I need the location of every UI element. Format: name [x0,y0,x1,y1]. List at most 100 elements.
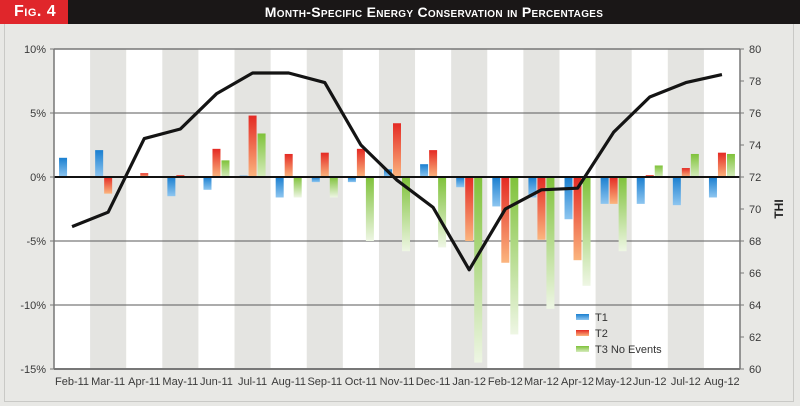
x-tick-label: Feb-12 [488,376,523,388]
bar-t1 [203,177,212,190]
bar-t3 [257,133,266,177]
bar-t1 [636,177,645,204]
bar-t2 [429,150,438,177]
bar-t3 [618,177,627,252]
left-tick-label: -10% [20,300,46,312]
category-band [162,49,199,369]
legend-swatch-t2 [576,330,589,336]
legend-label-t1: T1 [595,312,608,324]
x-tick-label: May-12 [595,376,632,388]
bar-t1 [600,177,609,204]
x-tick-label: Mar-11 [91,376,125,388]
right-tick-label: 62 [749,332,761,344]
bar-t2 [320,152,329,177]
bar-t3 [546,177,555,309]
right-tick-label: 66 [749,268,761,280]
legend-swatch-t3 [576,346,589,352]
bar-t3 [329,177,338,198]
x-tick-label: Jun-12 [633,376,667,388]
category-band [234,49,271,369]
bar-t2 [140,173,149,177]
x-tick-label: Sep-11 [307,376,342,388]
bar-t1 [167,177,176,197]
bar-t1 [564,177,573,220]
bar-t1 [59,157,68,177]
bar-t3 [474,177,483,363]
thi-line [71,71,723,272]
bar-t2 [609,177,618,204]
bar-t2 [501,177,510,263]
legend: T1 T2 T3 No Events [576,312,662,356]
right-tick-label: 78 [749,76,761,88]
bar-t2 [537,177,546,240]
x-tick-label: Feb-11 [55,376,89,388]
bar-t3 [510,177,519,335]
bar-t3 [726,153,735,177]
figure-number: Fig. 4 [0,0,68,24]
category-band [306,49,343,369]
x-tick-label: Aug-11 [271,376,306,388]
bar-t3 [293,177,302,198]
bar-t2 [356,148,365,177]
bar-t2 [465,177,474,241]
bar-t2 [573,177,582,261]
bar-t1 [95,150,104,177]
bar-t1 [492,177,501,207]
right-tick-label: 68 [749,236,761,248]
bar-t3 [221,160,230,177]
bar-t2 [248,115,257,177]
bar-t3 [438,177,447,248]
bar-t3 [654,165,663,177]
x-tick-label: Mar-12 [524,376,559,388]
x-tick-label: Jul-11 [238,376,267,388]
x-tick-label: Oct-11 [345,376,377,388]
category-band [667,49,704,369]
left-tick-label: 10% [24,44,46,56]
bar-t2 [212,148,221,177]
bar-t2 [393,123,401,177]
right-axis-title: THI [772,199,786,218]
bar-t2 [717,152,726,177]
bar-t1 [456,177,465,188]
x-tick-label: Aug-12 [704,376,739,388]
left-tick-label: 5% [30,108,46,120]
x-tick-label: Dec-11 [416,376,451,388]
bar-t1 [672,177,681,206]
right-tick-label: 64 [749,300,761,312]
right-tick-label: 76 [749,108,761,120]
left-tick-label: -15% [20,364,46,376]
x-tick-label: Apr-11 [128,376,160,388]
bar-t2 [284,153,293,177]
x-tick-label: May-11 [162,376,198,388]
figure-header: Fig. 4 Month-Specific Energy Conservatio… [0,0,800,24]
right-tick-label: 70 [749,204,761,216]
bar-t2 [104,177,113,194]
bar-t3 [365,177,374,241]
x-tick-label: Nov-11 [380,376,415,388]
x-tick-label: Jan-12 [452,376,486,388]
bar-t1 [347,177,356,183]
legend-swatch-t1 [576,314,589,320]
chart-title: Month-Specific Energy Conservation in Pe… [264,4,604,20]
x-tick-label: Apr-12 [561,376,594,388]
bar-t3 [582,177,591,286]
bar-t3 [690,153,699,177]
bar-t1 [311,177,320,183]
legend-label-t2: T2 [595,328,608,340]
left-tick-label: -5% [26,236,46,248]
x-tick-label: Jul-12 [671,376,701,388]
bar-t1 [420,164,429,177]
bar-t1 [275,177,284,198]
x-tick-label: Jun-11 [200,376,233,388]
legend-label-t3: T3 No Events [595,344,662,356]
bar-t3 [402,177,410,252]
bar-t2 [681,168,690,177]
right-tick-label: 74 [749,140,761,152]
chart-frame [4,24,794,402]
bar-t1 [528,177,537,198]
right-tick-label: 80 [749,44,761,56]
right-tick-label: 72 [749,172,761,184]
right-tick-label: 60 [749,364,761,376]
left-tick-label: 0% [30,172,46,184]
